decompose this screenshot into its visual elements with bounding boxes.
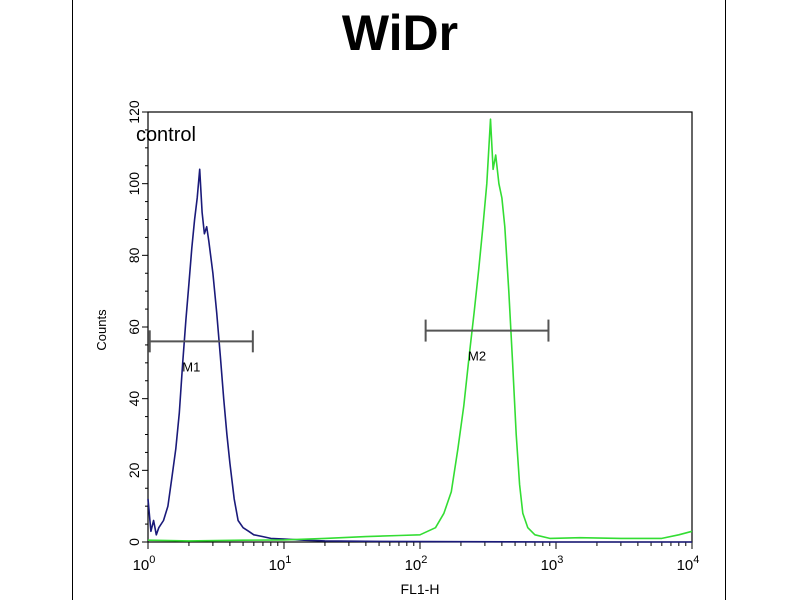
y-axis-label: Counts bbox=[94, 309, 109, 351]
x-tick-label: 103 bbox=[541, 554, 564, 574]
y-tick-label: 0 bbox=[126, 538, 142, 546]
marker-m1: M1 bbox=[148, 330, 254, 374]
x-axis-label: FL1-H bbox=[401, 581, 440, 597]
x-tick-label: 102 bbox=[405, 554, 428, 574]
series-layer bbox=[147, 118, 693, 543]
y-tick-label: 40 bbox=[126, 391, 142, 407]
y-axis: 0 20 40 60 80 100 120 bbox=[126, 100, 148, 546]
marker-label: M2 bbox=[468, 349, 486, 364]
y-tick-label: 100 bbox=[126, 172, 142, 196]
marker-layer: M1 M2 bbox=[148, 319, 550, 374]
control-annotation: control bbox=[136, 124, 196, 146]
x-tick-label: 104 bbox=[677, 554, 700, 574]
figure-frame bbox=[72, 0, 726, 600]
marker-label: M1 bbox=[182, 359, 200, 374]
plot-border bbox=[147, 111, 693, 543]
x-tick-label: 100 bbox=[133, 554, 156, 574]
x-tick-label: 101 bbox=[269, 554, 292, 574]
y-tick-label: 20 bbox=[126, 462, 142, 478]
marker-m2: M2 bbox=[424, 319, 550, 364]
chart-title: WiDr bbox=[341, 5, 459, 61]
y-tick-label: 80 bbox=[126, 247, 142, 263]
histogram-series-1 bbox=[147, 168, 692, 543]
x-axis: 100 101 102 103 104 bbox=[133, 542, 700, 574]
histogram-series-2 bbox=[147, 118, 693, 542]
y-tick-label: 120 bbox=[126, 100, 142, 124]
y-tick-label: 60 bbox=[126, 319, 142, 335]
plot-area bbox=[147, 111, 693, 543]
